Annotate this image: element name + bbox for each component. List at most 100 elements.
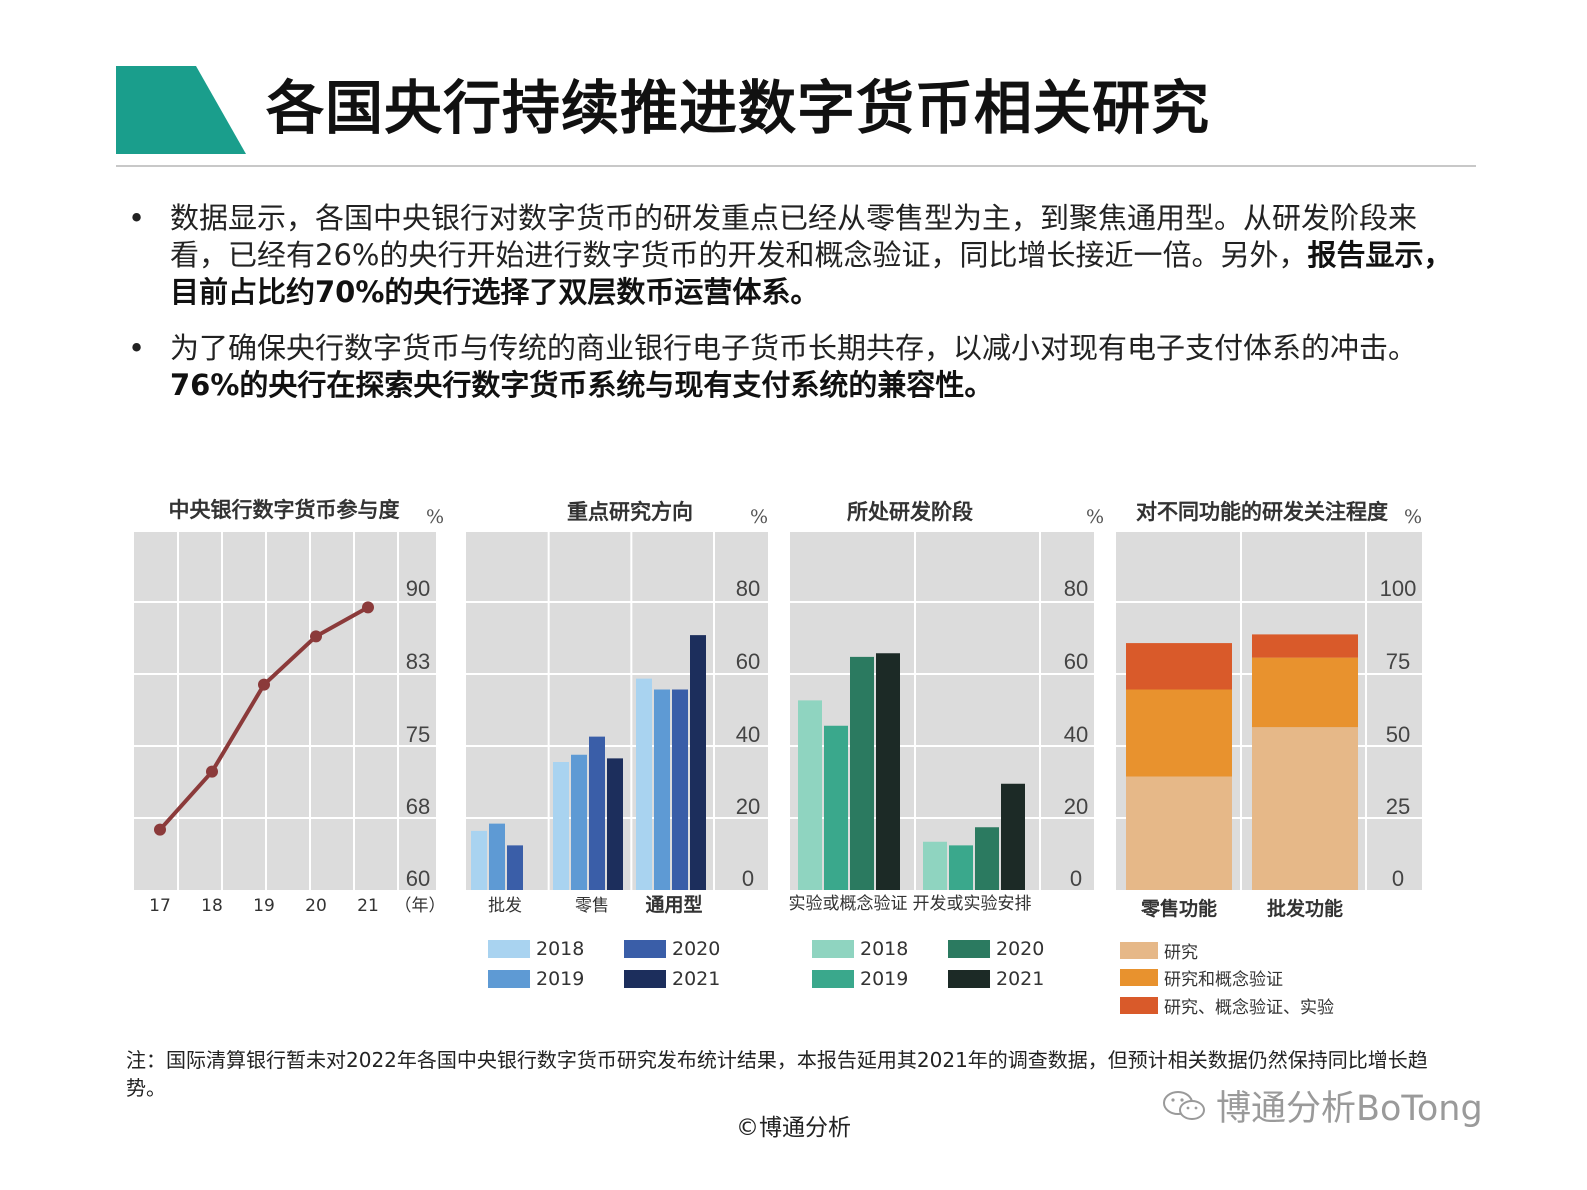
y-tick-label: 60 (736, 649, 760, 674)
bullet-1-bold: 报告显示，目前占比约70%的央行选择了双层数币运营体系。 (170, 238, 1453, 309)
y-tick-label: 40 (1064, 722, 1088, 747)
stacked-bar-segment (1126, 643, 1232, 690)
y-tick-label: 80 (1064, 576, 1088, 601)
y-tick-label: 68 (406, 794, 430, 819)
y-tick-label: 50 (1386, 722, 1410, 747)
stacked-bar-segment (1252, 657, 1358, 728)
x-tick-label: 通用型 (645, 893, 702, 916)
footnote: 注：国际清算银行暂未对2022年各国中央银行数字货币研究发布统计结果，本报告延用… (126, 1048, 1428, 1100)
bar (798, 700, 822, 890)
chart4-unit: % (1404, 506, 1423, 528)
chart1-plot-bg (134, 532, 436, 890)
bullet-item-2: • 为了确保央行数字货币与传统的商业银行电子货币长期共存，以减小对现有电子支付体… (126, 330, 1466, 404)
legend-label: 2020 (672, 938, 721, 960)
bullet-item-1: • 数据显示，各国中央银行对数字货币的研发重点已经从零售型为主，到聚焦通用型。从… (126, 200, 1466, 311)
bullet-dot-icon: • (128, 201, 146, 235)
y-tick-label: 90 (406, 576, 430, 601)
bar (489, 823, 505, 890)
bar (923, 841, 947, 890)
y-tick-label: 0 (1070, 866, 1082, 891)
bar (553, 762, 569, 890)
legend-item-2021: 2021 (948, 968, 1044, 990)
data-point (206, 765, 218, 778)
bar (672, 689, 688, 890)
data-point (258, 678, 270, 691)
bar (654, 689, 670, 890)
watermark-text: 博通分析BoTong (1216, 1089, 1483, 1129)
bullet-2-bold: 76%的央行在探索央行数字货币系统与现有支付系统的兼容性。 (170, 368, 994, 402)
bar (636, 678, 652, 890)
legend-label: 研究、概念验证、实验 (1164, 998, 1334, 1018)
bar (975, 827, 999, 890)
y-tick-label: 100 (1380, 576, 1417, 601)
legend-item-2021: 2021 (624, 968, 720, 990)
bullet-list: • 数据显示，各国中央银行对数字货币的研发重点已经从零售型为主，到聚焦通用型。从… (126, 200, 1466, 423)
legend-label: 2021 (996, 968, 1045, 990)
legend-item-2020: 2020 (624, 938, 720, 960)
legend-label: 研究 (1164, 943, 1198, 963)
y-tick-label: 60 (406, 866, 430, 891)
y-tick-label: 83 (406, 649, 430, 674)
legend-label: 2018 (536, 938, 585, 960)
copyright-footer: ©博通分析 (736, 1115, 851, 1141)
x-tick-label: 批发 (488, 896, 522, 916)
stacked-bar-segment (1126, 689, 1232, 777)
page-title: 各国央行持续推进数字货币相关研究 (266, 74, 1211, 142)
legend-label: 2018 (860, 938, 909, 960)
x-tick-label: 批发功能 (1267, 897, 1343, 920)
x-tick-label: 19 (253, 896, 275, 916)
y-tick-label: 0 (1392, 866, 1404, 891)
stacked-bar-segment (1126, 776, 1232, 890)
legend-swatch (488, 970, 530, 988)
legend-item-2019: 2019 (812, 968, 908, 990)
y-tick-label: 20 (736, 794, 760, 819)
chart1-unit: % (426, 506, 445, 528)
legend-item-2018: 2018 (812, 938, 908, 960)
legend-swatch (488, 940, 530, 958)
stacked-bar-segment (1252, 727, 1358, 890)
bar (850, 656, 874, 890)
y-tick-label: 40 (736, 722, 760, 747)
y-tick-label: 0 (742, 866, 754, 891)
legend-swatch (948, 940, 990, 958)
legend-label: 2020 (996, 938, 1045, 960)
legend-label: 2021 (672, 968, 721, 990)
bullet-2-text: 为了确保央行数字货币与传统的商业银行电子货币长期共存，以减小对现有电子支付体系的… (170, 331, 1418, 365)
chart4-title: 对不同功能的研发关注程度 (1136, 499, 1388, 524)
bar (589, 736, 605, 890)
legend-item-research-poc-exp: 研究、概念验证、实验 (1120, 993, 1334, 1018)
legend-label: 2019 (536, 968, 585, 990)
header-accent-shape (116, 66, 246, 154)
legend-item-research: 研究 (1120, 938, 1198, 963)
x-axis-unit: （年） (395, 896, 446, 916)
chart3-unit: % (1086, 506, 1105, 528)
data-point (154, 823, 166, 836)
data-point (310, 630, 322, 643)
chart2-title: 重点研究方向 (567, 499, 693, 524)
y-tick-label: 75 (406, 722, 430, 747)
bar (471, 830, 487, 890)
legend-item-research-poc: 研究和概念验证 (1120, 965, 1283, 990)
bar (507, 845, 523, 890)
bar (949, 845, 973, 890)
data-point (362, 601, 374, 614)
stacked-bar-segment (1252, 634, 1358, 658)
title-divider (116, 165, 1476, 167)
legend-item-2018: 2018 (488, 938, 584, 960)
chart2-unit: % (750, 506, 769, 528)
bar (876, 653, 900, 890)
x-tick-label: 开发或实验安排 (913, 894, 1032, 914)
bar (1001, 783, 1025, 890)
watermark: 博通分析BoTong (1162, 1080, 1483, 1131)
y-tick-label: 60 (1064, 649, 1088, 674)
y-tick-label: 20 (1064, 794, 1088, 819)
legend-item-2020: 2020 (948, 938, 1044, 960)
x-tick-label: 21 (357, 896, 379, 916)
x-tick-label: 17 (149, 896, 171, 916)
y-tick-label: 75 (1386, 649, 1410, 674)
x-tick-label: 20 (305, 896, 327, 916)
x-tick-label: 实验或概念验证 (789, 893, 908, 914)
x-tick-label: 零售功能 (1140, 897, 1217, 920)
chart3-title: 所处研发阶段 (847, 499, 973, 524)
bar (607, 758, 623, 890)
